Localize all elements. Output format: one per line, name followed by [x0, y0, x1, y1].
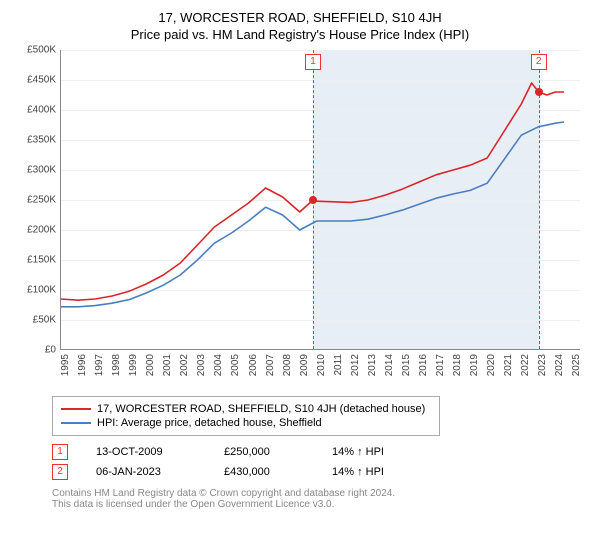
- x-axis-label: 2005: [230, 354, 241, 376]
- x-axis-label: 2013: [367, 354, 378, 376]
- x-axis-label: 1995: [60, 354, 71, 376]
- x-axis-label: 2015: [401, 354, 412, 376]
- x-axis-label: 2011: [333, 354, 344, 376]
- x-axis-label: 2024: [554, 354, 565, 376]
- y-axis-label: £250K: [27, 195, 56, 206]
- event-relative: 14% ↑ HPI: [332, 466, 422, 478]
- x-axis-label: 2010: [316, 354, 327, 376]
- x-axis-label: 2021: [503, 354, 514, 376]
- x-axis-label: 2004: [213, 354, 224, 376]
- footer-line-2: This data is licensed under the Open Gov…: [52, 499, 588, 510]
- y-axis-label: £50K: [33, 315, 56, 326]
- events-list: 1 13-OCT-2009 £250,000 14% ↑ HPI 2 06-JAN-202…: [52, 444, 588, 480]
- x-axis-label: 2007: [265, 354, 276, 376]
- x-axis-label: 2022: [520, 354, 531, 376]
- series-hpi: [61, 122, 564, 307]
- event-row: 2 06-JAN-2023 £430,000 14% ↑ HPI: [52, 464, 588, 480]
- x-axis-label: 2001: [162, 354, 173, 376]
- series-property: [61, 83, 564, 300]
- event-price: £430,000: [224, 466, 304, 478]
- x-axis-label: 2002: [179, 354, 190, 376]
- event-number-box: 2: [52, 464, 68, 480]
- event-dot-1: [309, 196, 317, 204]
- legend-swatch: [61, 422, 91, 424]
- y-axis-label: £500K: [27, 45, 56, 56]
- page-title: 17, WORCESTER ROAD, SHEFFIELD, S10 4JH: [12, 10, 588, 25]
- event-dot-2: [535, 88, 543, 96]
- plot: 12: [60, 50, 580, 350]
- x-axis-label: 2017: [435, 354, 446, 376]
- event-price: £250,000: [224, 446, 304, 458]
- y-axis-label: £400K: [27, 105, 56, 116]
- event-relative: 14% ↑ HPI: [332, 446, 422, 458]
- x-axis-label: 2018: [452, 354, 463, 376]
- x-axis-label: 2000: [145, 354, 156, 376]
- footer: Contains HM Land Registry data © Crown c…: [52, 488, 588, 510]
- x-axis-label: 2016: [418, 354, 429, 376]
- x-axis-label: 2020: [486, 354, 497, 376]
- x-axis-label: 1997: [94, 354, 105, 376]
- x-axis-label: 2012: [350, 354, 361, 376]
- legend-label: HPI: Average price, detached house, Shef…: [97, 417, 322, 429]
- page-subtitle: Price paid vs. HM Land Registry's House …: [12, 27, 588, 42]
- legend-item: 17, WORCESTER ROAD, SHEFFIELD, S10 4JH (…: [61, 403, 431, 415]
- x-axis-label: 2025: [571, 354, 582, 376]
- x-axis-label: 2003: [196, 354, 207, 376]
- x-axis-label: 2023: [537, 354, 548, 376]
- event-number-box: 1: [52, 444, 68, 460]
- y-axis-label: £150K: [27, 255, 56, 266]
- legend-label: 17, WORCESTER ROAD, SHEFFIELD, S10 4JH (…: [97, 403, 425, 415]
- x-axis-label: 2008: [282, 354, 293, 376]
- y-axis-label: £350K: [27, 135, 56, 146]
- event-date: 13-OCT-2009: [96, 446, 196, 458]
- event-date: 06-JAN-2023: [96, 466, 196, 478]
- y-axis-label: £0: [45, 345, 56, 356]
- legend-item: HPI: Average price, detached house, Shef…: [61, 417, 431, 429]
- chart-area: 12 £0£50K£100K£150K£200K£250K£300K£350K£…: [12, 50, 588, 390]
- footer-line-1: Contains HM Land Registry data © Crown c…: [52, 488, 588, 499]
- y-axis-label: £450K: [27, 75, 56, 86]
- event-marker-1: 1: [305, 54, 321, 70]
- legend: 17, WORCESTER ROAD, SHEFFIELD, S10 4JH (…: [52, 396, 440, 436]
- y-axis-label: £200K: [27, 225, 56, 236]
- y-axis-label: £100K: [27, 285, 56, 296]
- x-axis-label: 1996: [77, 354, 88, 376]
- x-axis-label: 2006: [248, 354, 259, 376]
- x-axis-label: 1999: [128, 354, 139, 376]
- x-axis-label: 2019: [469, 354, 480, 376]
- event-marker-2: 2: [531, 54, 547, 70]
- legend-swatch: [61, 408, 91, 410]
- event-row: 1 13-OCT-2009 £250,000 14% ↑ HPI: [52, 444, 588, 460]
- x-axis-label: 1998: [111, 354, 122, 376]
- x-axis-label: 2009: [299, 354, 310, 376]
- y-axis-label: £300K: [27, 165, 56, 176]
- x-axis-label: 2014: [384, 354, 395, 376]
